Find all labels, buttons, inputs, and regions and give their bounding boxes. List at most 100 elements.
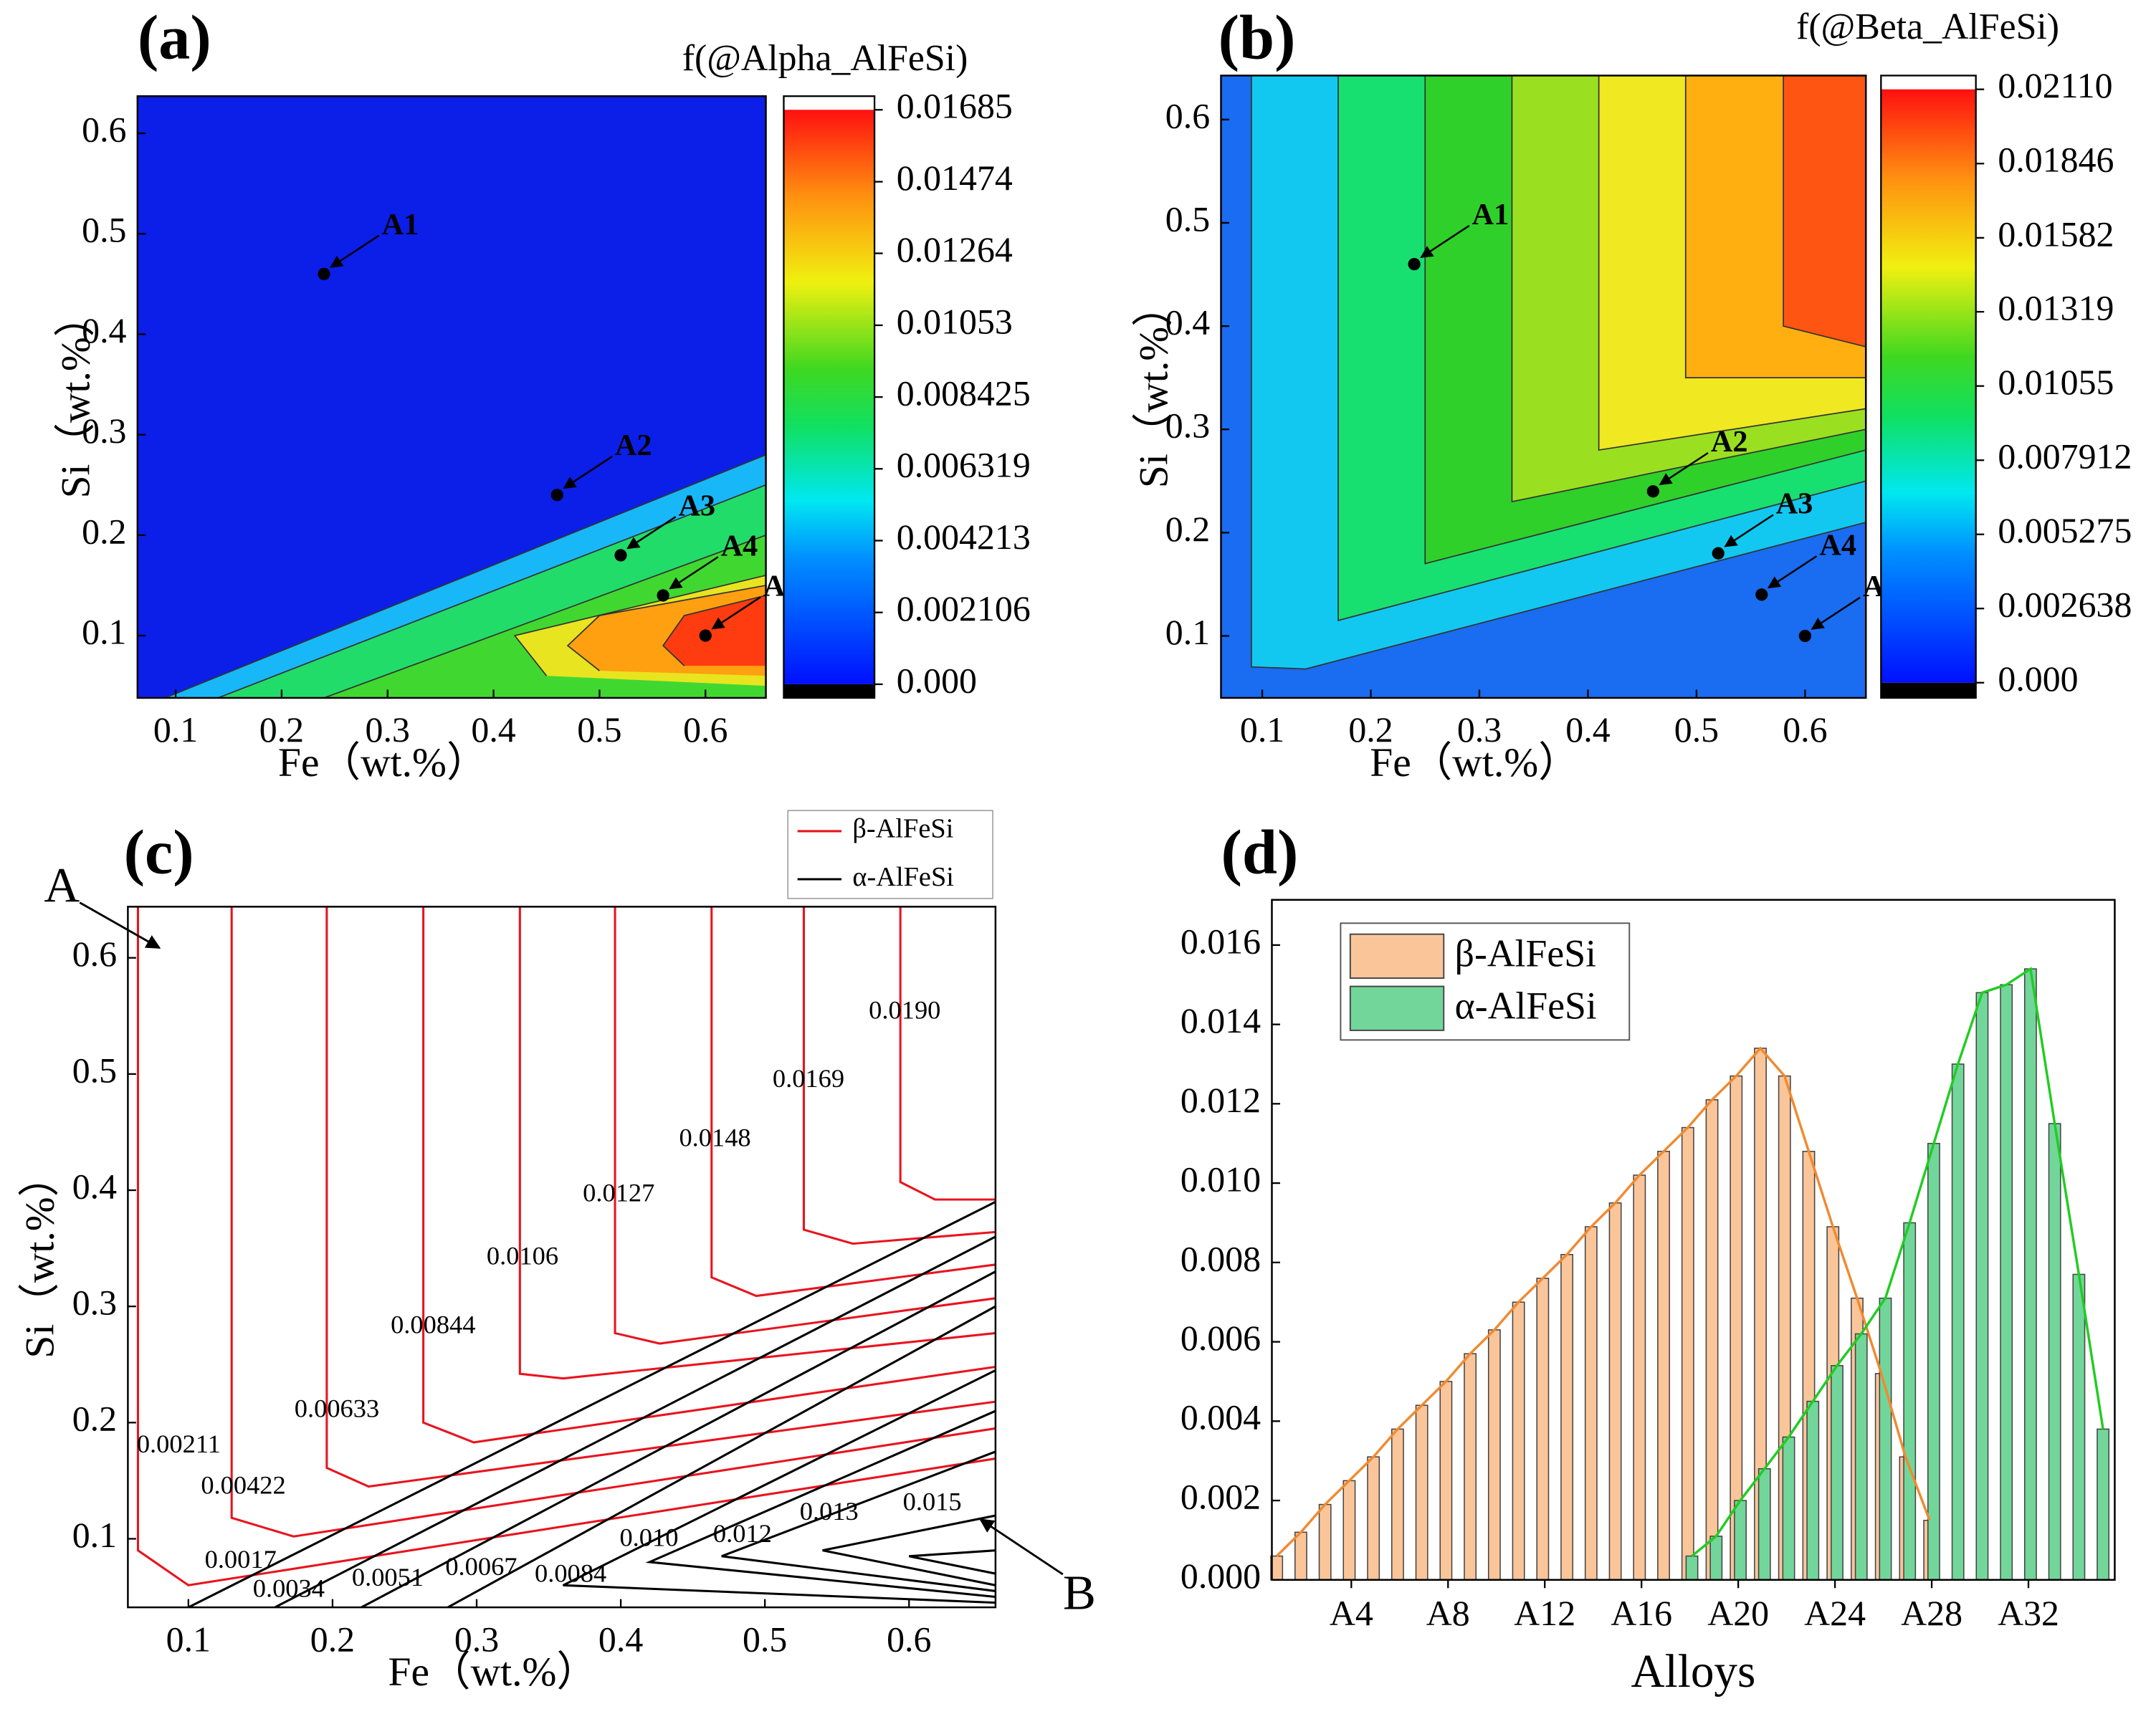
x-tick-label: 0.1 xyxy=(153,710,198,750)
contour-line xyxy=(1424,75,1866,565)
point xyxy=(614,549,627,562)
y-tick-label: 0.1 xyxy=(1165,613,1210,652)
x-axis-title: Alloys xyxy=(1631,1646,1756,1698)
contour-line xyxy=(662,595,766,666)
contour-line xyxy=(645,1409,996,1599)
point-arrow xyxy=(1420,224,1470,259)
x-tick-label: 0.2 xyxy=(310,1619,355,1659)
contour-line xyxy=(899,906,996,1201)
contour-line xyxy=(614,906,996,1345)
y-tick-label: 0.6 xyxy=(72,934,117,974)
panel: (c) 0.00211 0.00422 0.00633 0.00844 0.0106 0.0… xyxy=(18,810,1096,1695)
annotation-arrow xyxy=(979,1518,1064,1576)
contour-label: 0.0084 xyxy=(535,1559,606,1587)
contour-label: 0.0127 xyxy=(583,1178,654,1207)
contour-line xyxy=(188,1200,996,1608)
bar xyxy=(1757,1468,1771,1581)
bar xyxy=(1879,1297,1892,1581)
point-label: A4 xyxy=(721,529,758,563)
x-tick-label: A28 xyxy=(1901,1594,1962,1633)
point-label: A1 xyxy=(1472,198,1509,231)
x-tick-label: 0.5 xyxy=(577,710,621,750)
y-axis-title: Si（wt.%） xyxy=(53,296,98,499)
bar xyxy=(1681,1126,1694,1581)
contour-label: 0.0148 xyxy=(679,1124,750,1152)
point xyxy=(657,589,669,602)
point xyxy=(1755,588,1768,601)
colorbar xyxy=(1881,89,1976,683)
x-tick-label: 0.3 xyxy=(366,710,410,750)
y-tick-label: 0.000 xyxy=(1180,1556,1261,1596)
contour-label: 0.0106 xyxy=(487,1242,558,1270)
colorbar-tick-label: 0.01264 xyxy=(897,230,1013,269)
bar xyxy=(1806,1400,1820,1581)
point xyxy=(1798,629,1812,643)
colorbar-over xyxy=(1881,75,1976,90)
y-tick-label: 0.3 xyxy=(1165,406,1210,446)
x-tick-label: 0.2 xyxy=(259,710,304,750)
x-axis-title: Fe（wt.%） xyxy=(1370,740,1579,785)
y-tick-label: 0.1 xyxy=(72,1516,117,1555)
annotation: A xyxy=(44,857,80,912)
annotation: B xyxy=(1063,1565,1096,1620)
point xyxy=(1408,257,1421,271)
bar xyxy=(1685,1555,1699,1581)
legend-swatch xyxy=(1349,985,1445,1031)
y-tick-label: 0.6 xyxy=(82,110,126,150)
contour-line xyxy=(721,1450,996,1592)
contour-label: 0.00633 xyxy=(295,1394,379,1422)
plot-frame xyxy=(136,95,767,699)
colorbar-tick-label: 0.01582 xyxy=(1998,214,2114,254)
bar xyxy=(2000,984,2013,1581)
y-tick-label: 0.2 xyxy=(72,1399,117,1439)
y-tick-label: 0.5 xyxy=(72,1050,117,1090)
bar xyxy=(2048,1123,2061,1581)
legend-label: β-AlFeSi xyxy=(852,814,953,844)
bar xyxy=(1709,1536,1723,1581)
colorbar-tick-label: 0.02110 xyxy=(1998,66,2112,105)
contour-line xyxy=(217,484,766,698)
y-tick-label: 0.002 xyxy=(1180,1477,1261,1516)
contour-line xyxy=(136,906,996,1586)
plot-frame xyxy=(1271,899,2116,1581)
contour-line xyxy=(164,454,766,698)
x-tick-label: A12 xyxy=(1514,1594,1575,1633)
bar xyxy=(1536,1278,1550,1581)
contour-label: 0.015 xyxy=(903,1488,962,1516)
point-arrow xyxy=(563,456,613,489)
contour-region xyxy=(663,595,766,666)
bar xyxy=(1487,1329,1501,1581)
contour-line xyxy=(1783,75,1866,348)
bar xyxy=(1294,1531,1307,1581)
contour-line xyxy=(422,906,996,1444)
y-tick-label: 0.3 xyxy=(82,411,126,451)
series-line xyxy=(1691,967,2104,1557)
contour-label: 0.012 xyxy=(713,1519,772,1548)
colorbar-tick-label: 0.000 xyxy=(897,661,977,700)
plot-frame xyxy=(127,906,997,1609)
contour-label: 0.00844 xyxy=(391,1310,475,1339)
x-tick-label: 0.4 xyxy=(1565,710,1610,750)
plot-area xyxy=(137,96,766,698)
y-tick-label: 0.4 xyxy=(72,1167,117,1206)
y-tick-label: 0.1 xyxy=(82,612,126,651)
legend-label: α-AlFeSi xyxy=(1455,984,1597,1027)
colorbar-tick-label: 0.01685 xyxy=(897,87,1013,126)
colorbar-tick-label: 0.004213 xyxy=(897,517,1031,557)
bar xyxy=(1342,1480,1356,1581)
x-tick-label: 0.5 xyxy=(743,1619,787,1659)
x-tick-label: A20 xyxy=(1707,1594,1769,1633)
bar xyxy=(1734,1500,1747,1581)
contour-label: 0.0169 xyxy=(773,1064,844,1093)
contour-region xyxy=(1783,75,1866,347)
y-tick-label: 0.004 xyxy=(1180,1398,1261,1437)
y-tick-label: 0.2 xyxy=(1165,509,1210,549)
bar xyxy=(1464,1353,1477,1581)
bar xyxy=(1951,1063,1965,1581)
y-tick-label: 0.3 xyxy=(72,1283,117,1323)
contour-line xyxy=(447,1305,996,1608)
contour-line xyxy=(518,906,996,1380)
panel-label: (a) xyxy=(138,3,211,73)
contour-label: 0.0067 xyxy=(445,1552,517,1581)
contour-line xyxy=(230,906,996,1538)
